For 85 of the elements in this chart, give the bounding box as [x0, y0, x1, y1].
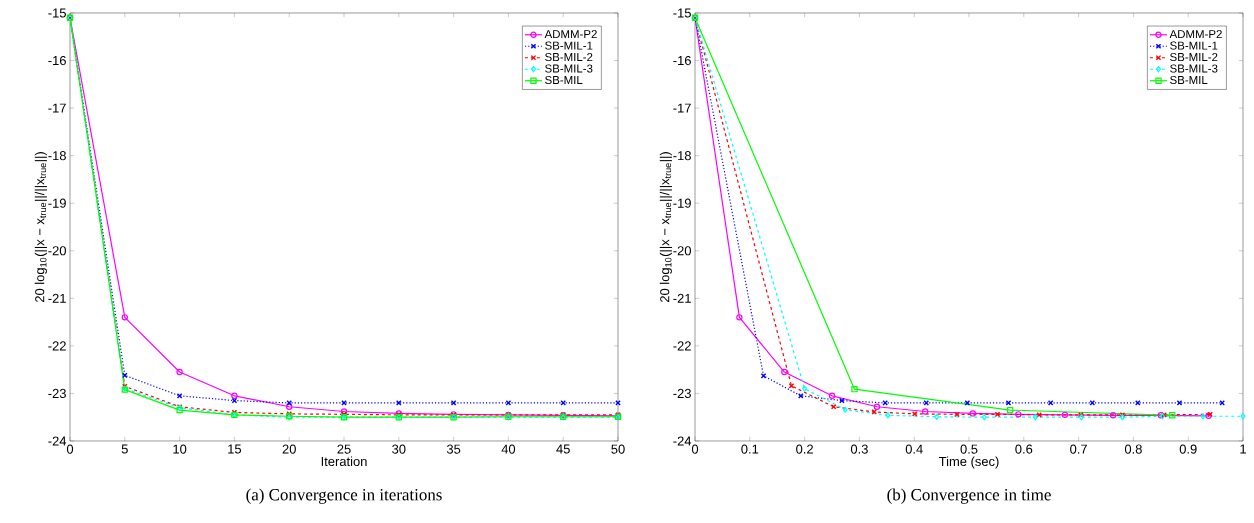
point [736, 314, 743, 321]
x-tick-label: 20 [282, 444, 296, 454]
legend-label: ADMM-P2 [1169, 30, 1222, 39]
point [231, 392, 238, 399]
y-tick-label: -21 [673, 293, 691, 303]
y-tick-label: -18 [673, 151, 691, 161]
y-tick-label: -21 [48, 293, 66, 303]
y-axis-title: 20 log$_{10}$(||x − x$_{true}$||/||x$_{true}$||) [34, 152, 47, 303]
legend-label: SB-MIL [545, 75, 583, 85]
y-tick-label: -23 [48, 388, 66, 399]
y-tick-label: -16 [48, 55, 66, 66]
y-tick-label: -22 [48, 341, 66, 351]
point [802, 385, 808, 392]
point [969, 410, 977, 417]
x-tick-label: 30 [392, 444, 406, 454]
y-tick-label: -20 [673, 246, 691, 256]
y-tick-label: -17 [48, 103, 66, 113]
point [1015, 411, 1022, 418]
point [1006, 406, 1014, 414]
legend-label: SB-MIL-2 [545, 52, 593, 62]
y-tick-label: -23 [673, 388, 691, 399]
y-tick-label: -16 [673, 55, 691, 66]
y-tick-label: -24 [673, 436, 692, 446]
point [1169, 412, 1176, 419]
point [842, 406, 848, 413]
y-tick-label: -19 [673, 198, 691, 208]
x-tick-label: 0.7 [1070, 444, 1087, 454]
y-tick-label: -19 [48, 198, 66, 208]
point [615, 400, 621, 406]
legend-label: SB-MIL-1 [1170, 41, 1218, 50]
point [1200, 413, 1206, 420]
x-tick-label: 25 [337, 444, 351, 454]
legend-label: SB-MIL-3 [1170, 64, 1218, 73]
point [994, 411, 1001, 418]
x-tick-label: 10 [173, 444, 187, 454]
x-tick-label: 0.2 [796, 444, 813, 454]
point [341, 400, 347, 406]
x-tick-label: 0.4 [905, 444, 923, 454]
x-tick-label: 40 [501, 444, 516, 454]
x-axis-title: Iteration [321, 456, 367, 467]
x-tick-label: 0.9 [1179, 444, 1197, 454]
point [231, 397, 238, 404]
point [873, 403, 881, 410]
x-tick-label: 45 [556, 444, 570, 454]
point [934, 413, 940, 420]
y-axis-title: 20 log$_{10}$(||x − x$_{true}$||/||x$_{true}$||) [659, 152, 672, 303]
x-tick-label: 0 [691, 444, 699, 454]
y-tick-label: -18 [48, 151, 66, 161]
text: (a) Convergence in iterations [246, 488, 442, 504]
x-tick-label: 0.6 [1015, 444, 1033, 454]
point [121, 314, 128, 321]
legend-label: SB-MIL [1170, 75, 1208, 85]
point [885, 412, 891, 419]
x-axis-title: Time (sec) [938, 456, 999, 469]
y-tick-label: -24 [48, 436, 67, 446]
point [176, 368, 183, 376]
point [1240, 413, 1246, 420]
x-tick-label: 5 [121, 444, 128, 454]
point [828, 392, 836, 399]
legend-label: ADMM-P2 [544, 30, 597, 39]
x-tick-label: 0.5 [960, 444, 978, 454]
y-tick-label: -20 [48, 246, 66, 256]
y-tick-label: -15 [48, 8, 66, 18]
legend-label: SB-MIL-2 [1170, 52, 1218, 62]
y-tick-label: -22 [673, 341, 691, 351]
x-tick-label: 0 [66, 444, 74, 454]
legend-label: SB-MIL-1 [545, 41, 593, 50]
point [981, 414, 987, 421]
x-tick-label: 50 [611, 444, 625, 454]
point [1109, 412, 1117, 419]
x-tick-label: 0.3 [850, 444, 868, 454]
point [781, 368, 788, 376]
point [1032, 414, 1038, 421]
text: (b) Convergence in time [887, 488, 1051, 504]
x-tick-label: 35 [446, 444, 461, 454]
x-tick-label: 0.8 [1124, 444, 1142, 454]
x-tick-label: 0.1 [741, 444, 759, 454]
y-tick-label: -17 [673, 103, 691, 113]
y-tick-label: -15 [673, 8, 691, 18]
x-tick-label: 15 [228, 444, 242, 454]
point [851, 385, 858, 393]
point [921, 408, 929, 415]
x-tick-label: 1 [1240, 444, 1246, 454]
point [1061, 411, 1069, 419]
legend-label: SB-MIL-3 [545, 64, 593, 73]
